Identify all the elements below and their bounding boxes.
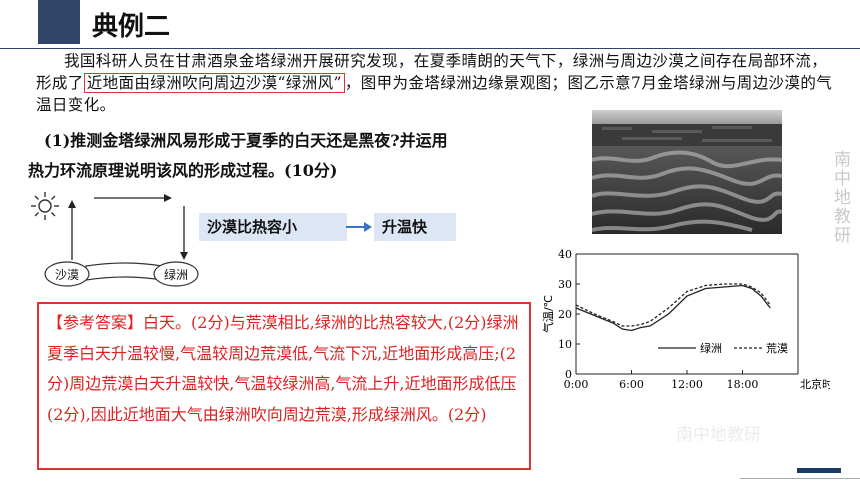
oasis-label: 绿洲 xyxy=(164,267,188,282)
series-line-1 xyxy=(575,284,771,332)
intro-paragraph: 我国科研人员在甘肃酒泉金塔绿洲开展研究发现，在夏季晴朗的天气下，绿洲与周边沙漠之… xyxy=(36,50,836,116)
question-line-1: (1)推测金塔绿洲风易形成于夏季的白天还是黑夜?并运用 xyxy=(44,131,448,150)
watermark-vertical: 南中地教研 xyxy=(830,150,850,245)
x-tick-label: 12:00 xyxy=(671,378,703,391)
page-title: 典例二 xyxy=(92,12,171,42)
x-tick-label: 6:00 xyxy=(619,378,644,391)
answer-label: 【参考答案】 xyxy=(47,313,144,332)
question: (1)推测金塔绿洲风易形成于夏季的白天还是黑夜?并运用 热力环流原理说明该风的形… xyxy=(28,126,576,186)
highlighted-phrase: 近地面由绿洲吹向周边沙漠“绿洲风” xyxy=(83,73,345,93)
reference-answer-box: 【参考答案】白天。(2分)与荒漠相比,绿洲的比热容较大,(2分)绿洲夏季白天升温… xyxy=(37,302,531,470)
desert-label: 沙漠 xyxy=(55,268,79,282)
sun-icon xyxy=(31,192,59,220)
surface-flow xyxy=(85,262,163,281)
intro-text-before: 我国科研人员在甘肃酒泉金塔绿洲开展研究发现，在夏季晴朗的天气下，绿洲与周边沙漠之… xyxy=(36,52,828,92)
x-tick-label: 18:00 xyxy=(727,378,759,391)
footer-line xyxy=(740,478,860,479)
legend-label-1: 绿洲 xyxy=(700,341,722,355)
footer-accent-bar xyxy=(797,468,841,473)
series-line-2 xyxy=(575,283,771,327)
y-tick-label: 20 xyxy=(558,308,572,321)
question-line-2: 热力环流原理说明该风的形成过程。(10分) xyxy=(28,161,338,180)
circulation-diagram: 沙漠 绿洲 xyxy=(28,188,228,292)
y-tick-label: 30 xyxy=(558,278,572,291)
title-accent-bar xyxy=(38,0,80,44)
legend-label-2: 荒漠 xyxy=(766,342,788,355)
watermark-horizontal: 南中地教研 xyxy=(676,425,761,445)
x-axis-label: 北京时间 xyxy=(800,377,830,391)
tag-arrow-icon xyxy=(346,222,372,232)
y-axis-label: 气温/℃ xyxy=(541,295,555,333)
x-tick-label: 0:00 xyxy=(564,378,589,391)
desert-ellipse xyxy=(44,261,90,287)
y-tick-label: 40 xyxy=(558,248,572,261)
oasis-desert-photo xyxy=(592,110,782,234)
answer-text: 白天。(2分)与荒漠相比,绿洲的比热容较大,(2分)绿洲夏季白天升温较慢,气温较… xyxy=(47,313,519,424)
oasis-ellipse xyxy=(153,261,199,287)
y-tick-label: 0 xyxy=(565,368,572,381)
tag-heats-fast: 升温快 xyxy=(374,213,456,241)
tag-specific-heat: 沙漠比热容小 xyxy=(199,213,347,241)
header-divider xyxy=(0,48,860,49)
temperature-chart: 0 10 20 30 40 0:00 6:00 12:00 18:00 北京时间 气温/℃ 绿洲 荒漠 xyxy=(541,248,830,391)
intro-text-after: ，图甲为金塔绿洲边缘景观图；图乙示意7月金塔绿洲与周边沙漠的气温日变化。 xyxy=(36,74,833,114)
y-tick-label: 10 xyxy=(558,338,572,351)
